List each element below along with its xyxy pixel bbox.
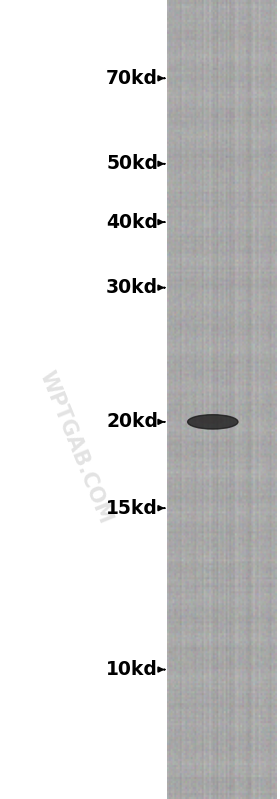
Text: WPTGAB.COM: WPTGAB.COM [36, 368, 115, 527]
Text: 10kd: 10kd [106, 660, 158, 679]
Text: 70kd: 70kd [106, 69, 158, 88]
Ellipse shape [188, 415, 238, 429]
Text: 15kd: 15kd [106, 499, 158, 518]
Ellipse shape [200, 417, 223, 423]
Text: 50kd: 50kd [106, 154, 158, 173]
Text: 30kd: 30kd [106, 278, 158, 297]
Text: 20kd: 20kd [106, 412, 158, 431]
Text: 40kd: 40kd [106, 213, 158, 232]
